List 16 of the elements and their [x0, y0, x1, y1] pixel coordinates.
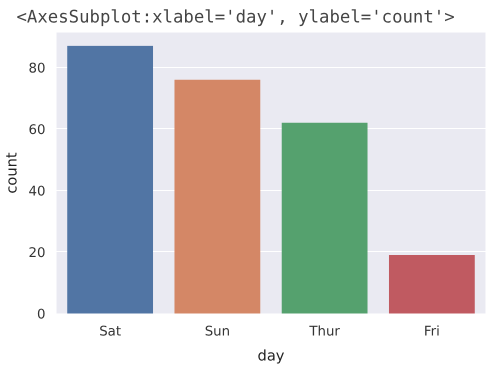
x-tick-label: Sun [204, 324, 230, 340]
bar [174, 80, 260, 314]
y-tick-label: 80 [28, 61, 46, 76]
y-tick-label: 40 [28, 184, 46, 200]
bar [282, 122, 368, 314]
x-tick-label: Fri [424, 324, 440, 340]
x-axis-title: day [258, 348, 285, 364]
x-tick-label: Thur [308, 324, 340, 340]
x-tick-label: Sat [99, 324, 122, 340]
y-tick-label: 0 [37, 308, 46, 322]
chart-title: <AxesSubplot:xlabel='day', ylabel='count'> [16, 8, 455, 28]
y-tick-label: 20 [28, 246, 46, 261]
y-tick-label: 60 [28, 122, 46, 138]
y-axis-title: count [4, 152, 21, 194]
bar [67, 46, 154, 314]
bar [388, 255, 475, 314]
